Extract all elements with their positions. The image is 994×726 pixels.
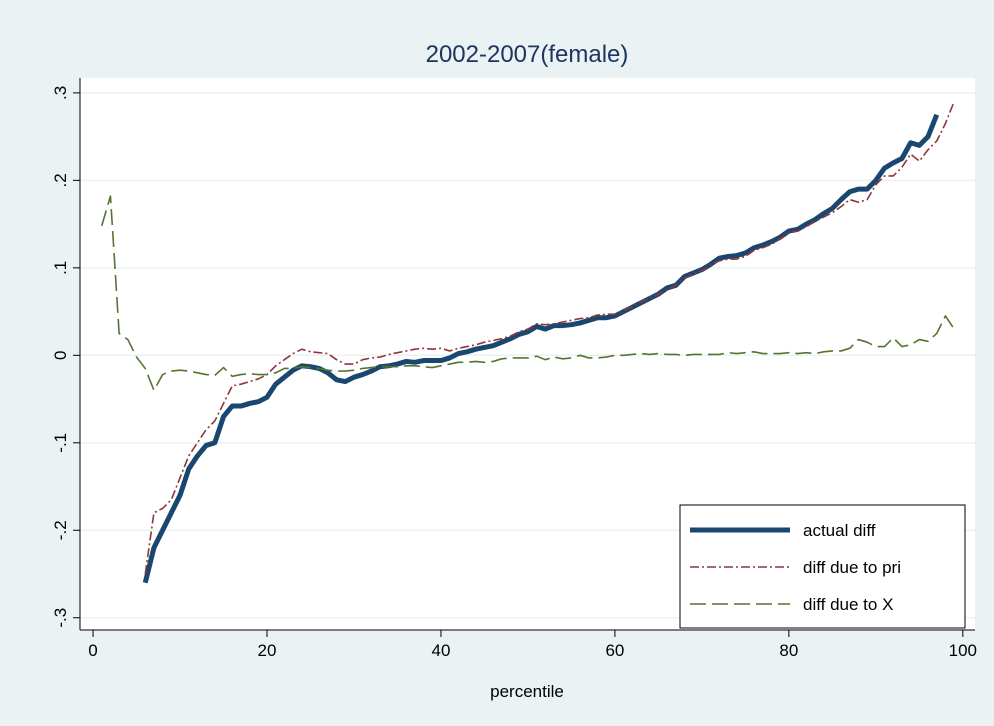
grid (80, 92, 975, 619)
legend-label: actual diff (803, 521, 876, 540)
series-line (142, 113, 940, 584)
x-tick-label: 20 (258, 641, 277, 660)
chart-title: 2002-2007(female) (426, 41, 629, 68)
y-tick-label: -.1 (51, 433, 70, 453)
legend-label: diff due to pri (803, 558, 901, 577)
y-tick-label: .3 (51, 86, 70, 100)
x-tick-label: 60 (605, 641, 624, 660)
y-tick-label: 0 (51, 351, 70, 360)
x-tick-label: 40 (431, 641, 450, 660)
x-axis-label: percentile (490, 682, 564, 701)
legend: actual diff diff due to pri diff due to X (679, 504, 966, 629)
y-tick-label: -.2 (51, 520, 70, 540)
x-tick-label: 0 (88, 641, 97, 660)
x-tick-label: 80 (779, 641, 798, 660)
y-tick-label: .2 (51, 173, 70, 187)
y-tick-label: .1 (51, 261, 70, 275)
x-tick-label: 100 (949, 641, 977, 660)
y-tick-label: -.3 (51, 608, 70, 628)
series-line (100, 195, 955, 392)
series-line (144, 101, 955, 575)
legend-label: diff due to X (803, 595, 893, 614)
